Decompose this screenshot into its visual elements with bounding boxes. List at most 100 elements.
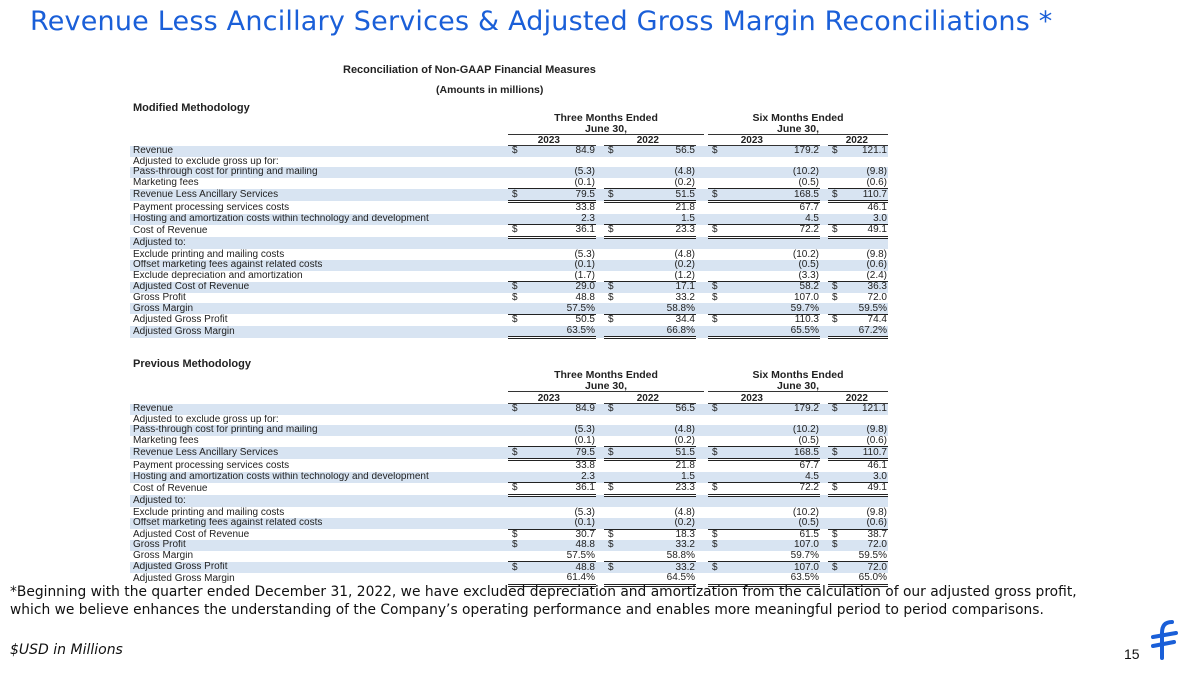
amount-cell: 67.7 — [799, 202, 819, 214]
amount-cell — [624, 415, 696, 426]
column-gap — [696, 459, 708, 471]
currency-symbol — [708, 517, 728, 530]
currency-symbol — [604, 459, 624, 471]
amount-cell: (1.2) — [624, 270, 696, 283]
column-gap — [596, 157, 604, 168]
row-label: Adjusted to exclude gross up for: — [133, 414, 279, 425]
currency-symbol — [708, 550, 728, 563]
row-label: Adjusted Gross Profit — [133, 314, 228, 325]
currency-symbol — [508, 270, 528, 283]
table-row: Gross Profit $48.8 $33.2 $107.0 $72.0 — [130, 540, 888, 551]
currency-symbol — [604, 270, 624, 283]
amount-cell: 65.5% — [728, 325, 820, 340]
currency-symbol: $ — [608, 292, 614, 304]
column-gap — [596, 213, 604, 225]
amount-cell: 84.9 — [528, 146, 596, 157]
currency-symbol — [508, 550, 528, 563]
amount-cell: 61.5 — [799, 529, 819, 540]
currency-symbol: $ — [708, 561, 728, 573]
amount-cell: (9.8) — [866, 249, 887, 260]
amount-cell: 33.2 — [675, 292, 695, 304]
column-gap — [596, 425, 604, 436]
amount-cell — [728, 415, 820, 426]
currency-symbol — [708, 237, 728, 250]
amount-cell: 51.5 — [624, 188, 696, 203]
modified-six-months-header: Six Months Ended June 30, — [752, 112, 844, 135]
amount-cell: (0.6) — [848, 259, 888, 271]
currency-symbol: $ — [512, 529, 518, 540]
table-row: Cost of Revenue $36.1 $23.3 $72.2 $49.1 — [130, 224, 888, 239]
amount-cell: 59.5% — [848, 303, 888, 315]
amount-cell: 17.1 — [624, 281, 696, 293]
amount-cell: 107.0 — [728, 561, 820, 573]
currency-symbol — [604, 435, 624, 448]
amount-cell — [848, 237, 888, 250]
table-row: Marketing fees (0.1) (0.2) (0.5) (0.6) — [130, 177, 888, 190]
column-gap — [696, 249, 708, 260]
table-row: Adjusted Gross Profit $48.8 $33.2 $107.0 $72… — [130, 561, 888, 573]
currency-symbol: $ — [508, 540, 528, 551]
table-row: Revenue $84.9 $56.5 $179.2 $121.1 — [130, 404, 888, 415]
currency-symbol — [708, 167, 728, 178]
table-row: Pass-through cost for printing and maili… — [130, 167, 888, 178]
column-gap — [696, 259, 708, 271]
currency-symbol — [828, 303, 848, 315]
column-gap — [820, 178, 828, 189]
column-gap — [696, 237, 708, 250]
currency-symbol — [828, 415, 848, 426]
amount-cell: (0.6) — [848, 177, 888, 190]
currency-symbol: $ — [712, 292, 718, 304]
column-gap — [696, 561, 708, 573]
amount-cell: 110.7 — [848, 188, 888, 203]
amount-cell: 79.5 — [528, 446, 596, 461]
previous-three-months-rule — [508, 391, 704, 392]
table-row: Payment processing services costs 33.8 21.… — [130, 201, 888, 213]
column-gap — [696, 325, 708, 338]
currency-symbol — [604, 259, 624, 271]
currency-symbol — [508, 201, 528, 213]
column-gap — [596, 415, 604, 426]
currency-symbol: $ — [512, 314, 518, 326]
column-gap — [696, 540, 708, 551]
amount-cell: (0.2) — [624, 177, 696, 190]
previous-year-rule — [604, 403, 696, 404]
column-gap — [696, 157, 708, 168]
currency-symbol: $ — [604, 404, 624, 415]
column-gap — [596, 471, 604, 483]
row-label: Hosting and amortization costs within te… — [130, 213, 508, 225]
column-gap — [596, 303, 604, 315]
amount-cell: 36.1 — [528, 482, 596, 497]
row-label: Gross Margin — [130, 303, 508, 315]
column-gap — [596, 271, 604, 282]
amount-cell: 33.8 — [575, 202, 595, 214]
amount-cell: 3.0 — [848, 471, 888, 484]
amount-cell: 23.3 — [624, 224, 696, 239]
currency-symbol: $ — [604, 482, 624, 497]
currency-symbol: $ — [508, 224, 528, 239]
column-gap — [820, 271, 828, 282]
amount-cell: 4.5 — [728, 471, 820, 484]
column-gap — [820, 561, 828, 573]
modified-three-months-header: Three Months Ended June 30, — [554, 112, 658, 135]
amount-cell: 23.3 — [624, 482, 696, 497]
column-gap — [696, 425, 708, 436]
currency-symbol — [508, 425, 528, 436]
currency-symbol — [508, 572, 528, 587]
amount-cell: 72.0 — [848, 561, 888, 573]
currency-symbol — [508, 249, 528, 260]
column-gap — [696, 436, 708, 447]
currency-symbol — [828, 259, 848, 271]
column-gap — [596, 404, 604, 415]
amount-cell — [848, 415, 888, 426]
amount-cell: 110.7 — [848, 446, 888, 461]
units-note: $USD in Millions — [10, 642, 123, 658]
amount-cell: (0.2) — [624, 435, 696, 448]
column-gap — [696, 281, 708, 293]
currency-symbol: $ — [508, 188, 528, 203]
column-gap — [820, 201, 828, 213]
amount-cell: (10.2) — [792, 249, 819, 260]
amount-cell: (0.6) — [848, 517, 888, 530]
currency-symbol — [708, 495, 728, 508]
currency-symbol: $ — [508, 146, 528, 157]
currency-symbol: $ — [708, 146, 728, 157]
